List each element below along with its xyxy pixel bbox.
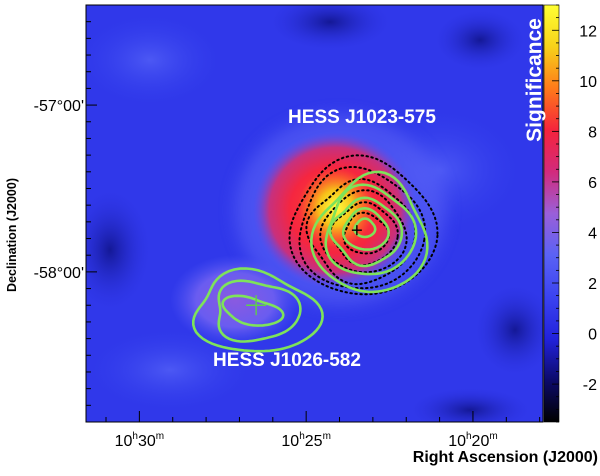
y-tick-label: -58°00' <box>34 265 84 282</box>
source-label-j1023: HESS J1023-575 <box>288 107 436 128</box>
significance-contour <box>288 154 439 296</box>
heatmap-light-region <box>86 15 220 105</box>
colorbar-tick-label: 0 <box>588 327 597 344</box>
colorbar-tick-label: 8 <box>588 124 597 141</box>
source-label-j1026: HESS J1026-582 <box>213 350 361 371</box>
heatmap-dark-region <box>435 10 525 70</box>
overlay-contour-main <box>341 206 391 251</box>
colorbar-tick-label: 10 <box>579 74 597 91</box>
x-tick-label: 10h30m <box>115 431 165 450</box>
x-tick-label: 10h25m <box>281 431 331 450</box>
significance-contour <box>305 178 417 286</box>
heatmap-source-secondary <box>170 255 300 345</box>
heatmap-dark-region <box>475 285 543 375</box>
heatmap-dark-region <box>270 5 390 50</box>
contours-layer <box>192 154 439 353</box>
significance-contour <box>319 189 408 274</box>
heatmap-layer <box>86 5 543 422</box>
colorbar-tick-label: 4 <box>588 225 597 242</box>
source-markers <box>246 225 362 316</box>
overlay-contour-main <box>353 217 377 239</box>
y-tick-label: -57°00' <box>34 98 84 115</box>
significance-contour <box>298 165 427 290</box>
heatmap-dark-region <box>410 388 530 422</box>
axes-layer: 10h30m 10h25m 10h20m -57°00' -58°00' <box>34 4 541 450</box>
plot-frame <box>85 4 544 423</box>
overlay-contour-secondary <box>217 279 302 343</box>
colorbar-tick-label: -2 <box>583 377 597 394</box>
x-axis-title: Right Ascension (J2000) <box>413 449 598 466</box>
y-axis-title: Declination (J2000) <box>5 178 19 292</box>
significance-contour <box>342 211 390 255</box>
heatmap-light-region <box>90 330 250 410</box>
overlay-contour-secondary <box>221 294 285 327</box>
colorbar-tick-label: 6 <box>588 175 597 192</box>
x-tick-label: 10h20m <box>448 431 498 450</box>
colorbar <box>543 4 560 423</box>
overlay-contour-secondary <box>192 267 324 353</box>
overlay-contour-main <box>328 196 404 268</box>
overlay-contour-main <box>309 170 429 294</box>
colorbar-tick-label: 2 <box>588 276 597 293</box>
colorbar-title: Significance <box>523 18 546 142</box>
colorbar-ticks: -2 0 2 4 6 8 10 12 <box>552 4 597 423</box>
heatmap-dark-region <box>86 190 150 310</box>
colorbar-tick-label: 12 <box>579 23 597 40</box>
